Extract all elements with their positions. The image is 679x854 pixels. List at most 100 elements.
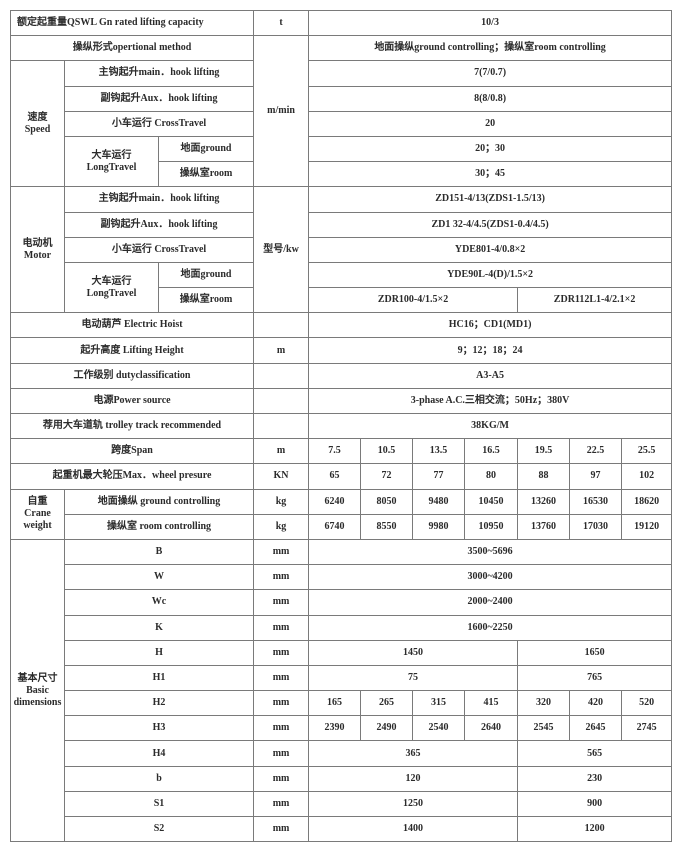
row-motor-aux: 副钩起升Aux．hook lifting ZD1 32-4/4.5(ZDS1-0…	[11, 211, 673, 238]
value: 2540	[412, 715, 466, 742]
value: 25.5	[621, 438, 673, 465]
value: 565	[517, 740, 673, 767]
unit: mm	[253, 740, 310, 767]
label: K	[63, 614, 255, 641]
value: 9480	[412, 488, 466, 515]
label: 小车运行 CrossTravel	[63, 110, 255, 137]
value: 1250	[308, 790, 519, 818]
value: 8050	[360, 488, 414, 515]
value: 7.5	[308, 438, 362, 465]
value: 2390	[308, 715, 362, 742]
value: 102	[621, 463, 673, 490]
label: W	[63, 564, 255, 591]
label: 地面操纵 ground controlling	[63, 488, 255, 515]
value: ZD1 32-4/4.5(ZDS1-0.4/4.5)	[308, 211, 673, 238]
row-wheel: 起重机最大轮压Max．wheel presure KN 65 72 77 80 …	[9, 463, 673, 490]
value: 315	[412, 690, 466, 717]
value: 10/3	[308, 9, 673, 37]
row-rated-capacity: 额定起重量QSWL Gn rated lifting capacity t 10…	[9, 9, 673, 37]
value: ZDR100-4/1.5×2	[308, 287, 519, 314]
value: 120	[308, 765, 519, 792]
value: A3-A5	[308, 362, 673, 389]
unit: KN	[253, 463, 310, 490]
row-power: 电源Power source 3-phase A.C.三相交流；50Hz；380…	[9, 387, 673, 415]
unit: mm	[253, 538, 310, 566]
value: 2640	[464, 715, 519, 742]
unit: mm	[253, 765, 310, 792]
value: 2745	[621, 715, 673, 742]
value: 97	[569, 463, 623, 490]
label: 地面ground	[157, 135, 255, 163]
value: 230	[517, 765, 673, 792]
value: 65	[308, 463, 362, 490]
speed-unit: m/min	[253, 35, 310, 188]
label: 主钩起升main．hook lifting	[63, 60, 255, 87]
value: ZDR112L1-4/2.1×2	[517, 287, 673, 314]
unit: kg	[253, 488, 310, 515]
value: 1450	[308, 639, 519, 666]
value: 77	[412, 463, 466, 490]
row-track: 荐用大车道轨 trolley track recommended 38KG/M	[9, 412, 673, 440]
row-dim: S2 mm 1400 1200	[11, 815, 673, 843]
value: 16530	[569, 488, 623, 515]
label: S1	[63, 790, 255, 818]
row-motor-main: 电动机 Motor 主钩起升main．hook lifting 型号/kw ZD1…	[10, 186, 673, 314]
value: 20；30	[308, 135, 673, 163]
value: 1200	[517, 815, 673, 843]
unit: mm	[253, 690, 310, 717]
unit	[253, 412, 310, 440]
value: HC16；CD1(MD1)	[308, 312, 673, 339]
value: 80	[464, 463, 519, 490]
row-dim: H3 mm 2390 2490 2540 2640 2545 2645 2745	[11, 715, 673, 742]
row-lifting-height: 起升高度 Lifting Height m 9；12；18；24	[9, 337, 673, 364]
value: 3000~4200	[308, 564, 673, 591]
row-dim: H4 mm 365 565	[11, 740, 673, 767]
value: 520	[621, 690, 673, 717]
unit: t	[253, 9, 310, 37]
unit: m	[253, 438, 310, 465]
crane-spec-table: 额定起重量QSWL Gn rated lifting capacity t 10…	[9, 9, 673, 843]
label: 工作级别 dutyclassification	[9, 362, 255, 389]
unit: mm	[253, 815, 310, 843]
unit	[253, 362, 310, 389]
value: 415	[464, 690, 519, 717]
value: 10450	[464, 488, 519, 515]
value: 3-phase A.C.三相交流；50Hz；380V	[308, 387, 673, 415]
row-weight-room: 操纵室 room controlling kg 6740 8550 9980 1…	[11, 513, 673, 540]
row-speed-main: 速度 Speed 主钩起升main．hook lifting 7(7/0.7)	[10, 60, 673, 188]
long-travel-label: 大车运行 LongTravel	[64, 135, 159, 188]
value: 10950	[464, 513, 519, 540]
value: 2545	[517, 715, 571, 742]
unit: m	[253, 337, 310, 364]
value: 9980	[412, 513, 466, 540]
value: 88	[517, 463, 571, 490]
label: H2	[63, 690, 255, 717]
row-motor-room: 操纵室room ZDR100-4/1.5×2 ZDR112L1-4/2.1×2	[11, 287, 673, 314]
dims-group: 基本尺寸 Basic dimensions	[10, 538, 65, 843]
row-dim: H2 mm 165 265 315 415 320 420 520	[11, 690, 673, 717]
long-travel-label: 大车运行 LongTravel	[64, 261, 159, 314]
value: YDE90L-4(D)/1.5×2	[308, 261, 673, 289]
label: b	[63, 765, 255, 792]
label: B	[63, 538, 255, 566]
label: 电源Power source	[9, 387, 255, 415]
value: 38KG/M	[308, 412, 673, 440]
value: 8550	[360, 513, 414, 540]
label: 操纵室room	[157, 287, 255, 314]
label: 小车运行 CrossTravel	[63, 236, 255, 263]
unit: mm	[253, 664, 310, 692]
unit: mm	[253, 589, 310, 616]
label: 荐用大车道轨 trolley track recommended	[9, 412, 255, 440]
row-operation: 操纵形式opertional method m/min 地面操纵ground c…	[9, 35, 673, 188]
value: 13.5	[412, 438, 466, 465]
label: H1	[63, 664, 255, 692]
value: 420	[569, 690, 623, 717]
label: 副钩起升Aux．hook lifting	[63, 211, 255, 238]
value: 3500~5696	[308, 538, 673, 566]
value: 900	[517, 790, 673, 818]
value: 16.5	[464, 438, 519, 465]
label: H3	[63, 715, 255, 742]
speed-group: 速度 Speed	[10, 60, 65, 188]
